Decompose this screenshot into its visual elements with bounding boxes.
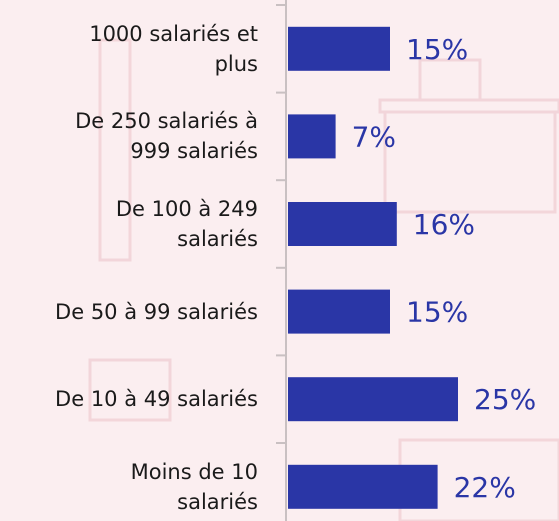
bar bbox=[288, 289, 390, 334]
category-label: De 250 salariés à 999 salariés bbox=[75, 109, 258, 164]
value-label: 22% bbox=[454, 471, 516, 504]
category-label: 1000 salariés et plus bbox=[89, 21, 258, 76]
category-label: De 10 à 49 salariés bbox=[55, 387, 258, 412]
value-label: 7% bbox=[352, 120, 396, 153]
bar bbox=[288, 464, 438, 509]
category-label: Moins de 10 salariés bbox=[130, 459, 258, 514]
bar bbox=[288, 202, 397, 246]
bar bbox=[288, 26, 390, 71]
bar bbox=[288, 377, 458, 422]
bar bbox=[288, 114, 336, 159]
category-label: De 100 à 249 salariés bbox=[115, 197, 258, 251]
value-label: 15% bbox=[406, 33, 468, 66]
category-label: De 50 à 99 salariés bbox=[55, 299, 258, 324]
value-label: 25% bbox=[474, 383, 536, 416]
value-label: 15% bbox=[406, 296, 468, 329]
value-label: 16% bbox=[413, 208, 475, 241]
